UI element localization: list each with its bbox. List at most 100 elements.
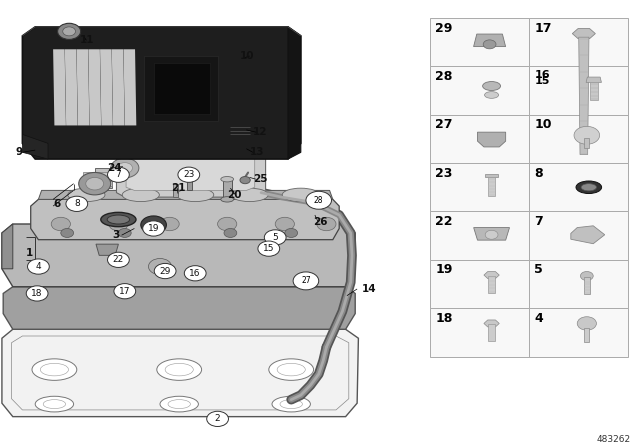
Ellipse shape	[165, 363, 193, 376]
FancyBboxPatch shape	[529, 18, 628, 175]
Polygon shape	[2, 224, 355, 287]
Polygon shape	[126, 153, 255, 190]
Polygon shape	[31, 199, 339, 240]
Text: 11: 11	[80, 35, 95, 45]
Text: 28: 28	[314, 196, 323, 205]
Ellipse shape	[160, 396, 198, 412]
Polygon shape	[144, 56, 218, 121]
Text: 15: 15	[534, 76, 550, 86]
Text: 18: 18	[435, 312, 452, 325]
Text: 16: 16	[189, 269, 201, 278]
Text: 15: 15	[263, 244, 275, 253]
Polygon shape	[112, 49, 125, 125]
Ellipse shape	[277, 363, 305, 376]
Ellipse shape	[269, 359, 314, 380]
Ellipse shape	[231, 188, 268, 202]
Circle shape	[306, 191, 332, 209]
FancyBboxPatch shape	[529, 66, 628, 115]
Text: 8: 8	[534, 167, 543, 180]
FancyBboxPatch shape	[529, 308, 628, 357]
Polygon shape	[584, 328, 589, 342]
Polygon shape	[116, 148, 266, 197]
Circle shape	[118, 228, 131, 237]
Ellipse shape	[68, 188, 105, 202]
Circle shape	[109, 217, 128, 231]
Polygon shape	[484, 320, 499, 327]
Polygon shape	[488, 177, 495, 196]
Text: 14: 14	[362, 284, 376, 294]
Polygon shape	[484, 271, 499, 279]
Text: 19: 19	[148, 224, 159, 233]
Text: 6: 6	[53, 199, 60, 209]
Ellipse shape	[576, 181, 602, 194]
Polygon shape	[83, 172, 112, 177]
Polygon shape	[223, 179, 232, 199]
Polygon shape	[579, 37, 589, 155]
Text: 27: 27	[435, 118, 452, 131]
Text: 10: 10	[534, 118, 552, 131]
FancyBboxPatch shape	[430, 163, 529, 211]
Circle shape	[154, 263, 176, 279]
Polygon shape	[288, 27, 301, 159]
Text: 20: 20	[227, 190, 242, 200]
Text: 23: 23	[435, 167, 452, 180]
Polygon shape	[22, 27, 301, 159]
Text: 1: 1	[26, 248, 33, 258]
Text: 22: 22	[435, 215, 452, 228]
Circle shape	[483, 40, 496, 49]
Text: 4: 4	[36, 262, 41, 271]
Ellipse shape	[35, 396, 74, 412]
Circle shape	[28, 259, 49, 274]
Polygon shape	[584, 138, 589, 148]
Text: 22: 22	[113, 255, 124, 264]
Text: 12: 12	[253, 127, 268, 137]
Text: 4: 4	[534, 312, 543, 325]
Circle shape	[117, 163, 132, 173]
Text: 17: 17	[534, 22, 552, 34]
Text: 16: 16	[534, 70, 550, 80]
Circle shape	[224, 228, 237, 237]
Ellipse shape	[40, 363, 68, 376]
Polygon shape	[474, 34, 506, 47]
Polygon shape	[586, 77, 602, 82]
Circle shape	[79, 172, 111, 195]
FancyBboxPatch shape	[529, 115, 628, 163]
Circle shape	[285, 228, 298, 237]
Circle shape	[114, 284, 136, 299]
Circle shape	[218, 217, 237, 231]
Circle shape	[178, 167, 200, 182]
Circle shape	[485, 230, 498, 239]
Text: 2: 2	[215, 414, 220, 423]
Ellipse shape	[272, 396, 310, 412]
Ellipse shape	[122, 188, 159, 202]
Text: 9: 9	[16, 147, 23, 157]
Polygon shape	[38, 190, 333, 199]
Text: 7: 7	[116, 170, 121, 179]
Circle shape	[108, 167, 129, 182]
Polygon shape	[77, 49, 90, 125]
Text: 25: 25	[253, 174, 268, 184]
FancyBboxPatch shape	[529, 260, 628, 308]
Text: 27: 27	[301, 276, 311, 285]
FancyBboxPatch shape	[430, 211, 529, 260]
Polygon shape	[187, 179, 192, 190]
Polygon shape	[65, 49, 77, 125]
Ellipse shape	[177, 188, 214, 202]
Text: 23: 23	[183, 170, 195, 179]
Text: 18: 18	[31, 289, 43, 298]
Ellipse shape	[581, 184, 596, 191]
Polygon shape	[100, 49, 113, 125]
Ellipse shape	[168, 400, 191, 409]
Text: 5: 5	[273, 233, 278, 242]
FancyBboxPatch shape	[430, 18, 529, 66]
Circle shape	[148, 258, 172, 275]
Circle shape	[141, 216, 166, 234]
Polygon shape	[124, 49, 136, 125]
Circle shape	[143, 221, 164, 236]
Circle shape	[264, 230, 286, 245]
Ellipse shape	[483, 82, 500, 90]
Circle shape	[240, 177, 250, 184]
Ellipse shape	[101, 212, 136, 227]
Polygon shape	[154, 63, 210, 114]
Circle shape	[61, 228, 74, 237]
